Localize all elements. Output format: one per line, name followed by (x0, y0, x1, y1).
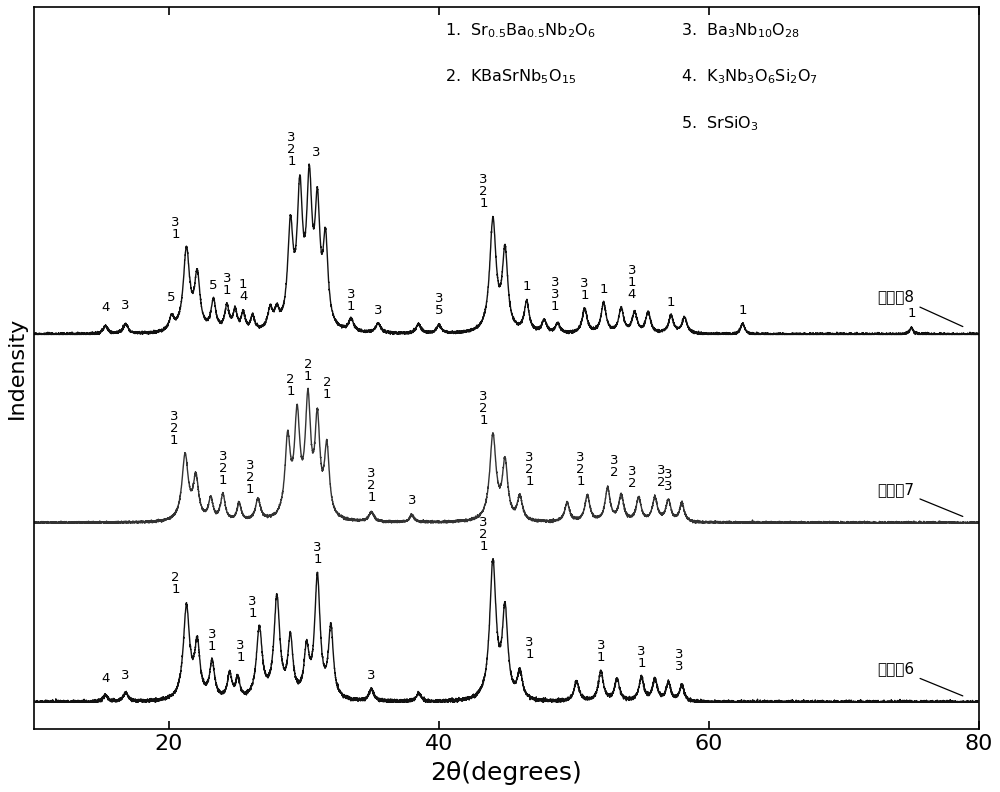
Text: 3
1: 3 1 (637, 645, 646, 670)
Text: 3
2
1: 3 2 1 (479, 516, 488, 553)
Text: 5.  SrSiO$_3$: 5. SrSiO$_3$ (681, 114, 759, 132)
Text: 3
2
1: 3 2 1 (246, 459, 254, 496)
Text: 3
2
1: 3 2 1 (525, 451, 534, 488)
Text: 3
2
1: 3 2 1 (287, 131, 296, 168)
Text: 3
2
1: 3 2 1 (219, 450, 227, 487)
Text: 3
2
1: 3 2 1 (170, 409, 179, 447)
Text: 实施例8: 实施例8 (878, 289, 963, 326)
Text: 1.  Sr$_{0.5}$Ba$_{0.5}$Nb$_2$O$_6$: 1. Sr$_{0.5}$Ba$_{0.5}$Nb$_2$O$_6$ (445, 21, 596, 40)
Text: 3
1: 3 1 (171, 215, 180, 241)
Text: 5: 5 (209, 280, 218, 292)
Text: 3
3: 3 3 (664, 468, 673, 493)
Text: 4.  K$_3$Nb$_3$O$_6$Si$_2$O$_7$: 4. K$_3$Nb$_3$O$_6$Si$_2$O$_7$ (681, 67, 818, 86)
X-axis label: 2θ(degrees): 2θ(degrees) (431, 761, 582, 785)
Text: 3
1: 3 1 (525, 636, 534, 661)
Text: 3
1: 3 1 (597, 638, 605, 664)
Text: 3
2: 3 2 (610, 455, 619, 479)
Text: 3: 3 (312, 146, 320, 158)
Text: 3
1
4: 3 1 4 (628, 264, 636, 301)
Text: 1: 1 (667, 296, 675, 309)
Text: 1
4: 1 4 (239, 278, 247, 303)
Text: 实施例6: 实施例6 (878, 661, 963, 696)
Text: 3
1: 3 1 (208, 628, 216, 653)
Text: 1: 1 (599, 283, 608, 295)
Text: 3
1: 3 1 (313, 542, 322, 566)
Text: 3
3
1: 3 3 1 (551, 276, 559, 313)
Text: 2
1: 2 1 (171, 571, 180, 596)
Text: 1: 1 (738, 304, 747, 317)
Text: 3: 3 (367, 668, 376, 682)
Text: 4: 4 (101, 672, 110, 685)
Text: 3
1: 3 1 (236, 638, 245, 664)
Text: 2
1: 2 1 (304, 357, 312, 383)
Text: 3
5: 3 5 (435, 292, 443, 317)
Text: 3.  Ba$_3$Nb$_{10}$O$_{28}$: 3. Ba$_3$Nb$_{10}$O$_{28}$ (681, 21, 800, 40)
Text: 3
1: 3 1 (248, 595, 257, 620)
Text: 3
1: 3 1 (347, 288, 355, 313)
Text: 3
2: 3 2 (628, 465, 636, 490)
Text: 3
2
1: 3 2 1 (576, 451, 585, 488)
Text: 3
1: 3 1 (223, 272, 231, 297)
Text: 1: 1 (522, 280, 531, 294)
Text: 3
3: 3 3 (675, 648, 683, 673)
Text: 2.  KBaSrNb$_5$O$_{15}$: 2. KBaSrNb$_5$O$_{15}$ (445, 67, 576, 86)
Text: 3
2: 3 2 (657, 464, 666, 489)
Text: 3: 3 (408, 494, 416, 508)
Text: 实施例7: 实施例7 (878, 482, 963, 516)
Text: 3: 3 (121, 299, 130, 312)
Y-axis label: Indensity: Indensity (7, 317, 27, 419)
Text: 4: 4 (101, 301, 110, 314)
Text: 1: 1 (907, 307, 916, 320)
Text: 3
1: 3 1 (580, 276, 589, 302)
Text: 2
1: 2 1 (323, 376, 331, 402)
Text: 3
2
1: 3 2 1 (367, 467, 376, 505)
Text: 2
1: 2 1 (286, 373, 295, 398)
Text: 3: 3 (121, 669, 130, 682)
Text: 3
2
1: 3 2 1 (479, 390, 488, 427)
Text: 3: 3 (374, 303, 382, 317)
Text: 3
2
1: 3 2 1 (479, 173, 488, 210)
Text: 5: 5 (167, 291, 176, 303)
